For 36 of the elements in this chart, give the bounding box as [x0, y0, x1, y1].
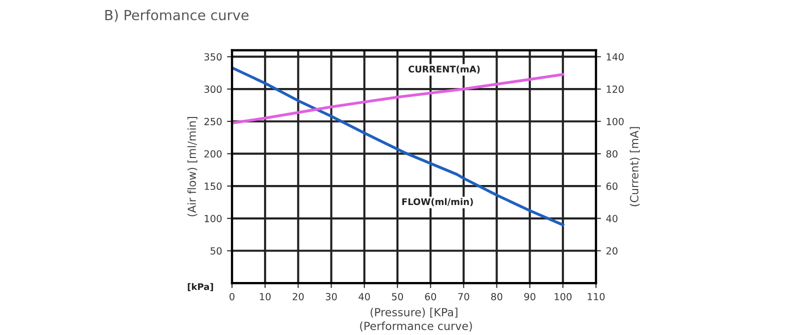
y2-tick-label: 100	[606, 118, 624, 126]
x-tick-label: 100	[554, 292, 572, 300]
y2-tick-label: 80	[606, 150, 618, 158]
x-tick-label: 80	[491, 292, 502, 300]
y2-tick-label: 120	[606, 86, 624, 93]
y2-axis-title: (Current) [mA]	[630, 127, 640, 206]
series-label: CURRENT(mA)	[408, 66, 480, 74]
y2-tick-label: 60	[606, 182, 618, 190]
y2-tick-label: 140	[606, 53, 624, 61]
chart-title: B) Perfomance curve	[105, 10, 248, 22]
y-tick-label: 150	[204, 182, 222, 190]
text: [kPa]	[188, 283, 214, 292]
y-tick-label: 300	[204, 86, 222, 93]
line-series	[232, 73, 564, 124]
x-tick-label: 110	[588, 292, 605, 300]
x-tick-label: 70	[458, 292, 470, 300]
x-tick-label: 60	[425, 292, 436, 300]
y-tick-label: 200	[204, 150, 222, 158]
y-tick-label: 350	[204, 53, 222, 61]
y2-tick-label: 40	[606, 214, 618, 222]
text: (Performance curve)	[360, 322, 472, 332]
y-axis-title: (Air flow) [ml/min]	[187, 117, 198, 216]
y-tick-label: 250	[204, 118, 222, 126]
x-tick-label: 40	[358, 292, 370, 300]
x-tick-label: 10	[260, 292, 271, 300]
x-tick-label: 50	[392, 292, 403, 300]
x-tick-label: 0	[230, 292, 234, 300]
y-tick-label: 50	[210, 247, 222, 255]
x-tick-label: 20	[292, 292, 304, 300]
series-label: FLOW(ml/min)	[402, 198, 473, 206]
y-tick-label: 100	[204, 214, 222, 222]
x-tick-label: 90	[524, 292, 536, 300]
x-tick-label: 30	[326, 292, 337, 300]
x-axis-title: (Pressure) [KPa]	[370, 308, 458, 318]
line-series	[232, 66, 564, 226]
y2-tick-label: 20	[606, 247, 618, 255]
